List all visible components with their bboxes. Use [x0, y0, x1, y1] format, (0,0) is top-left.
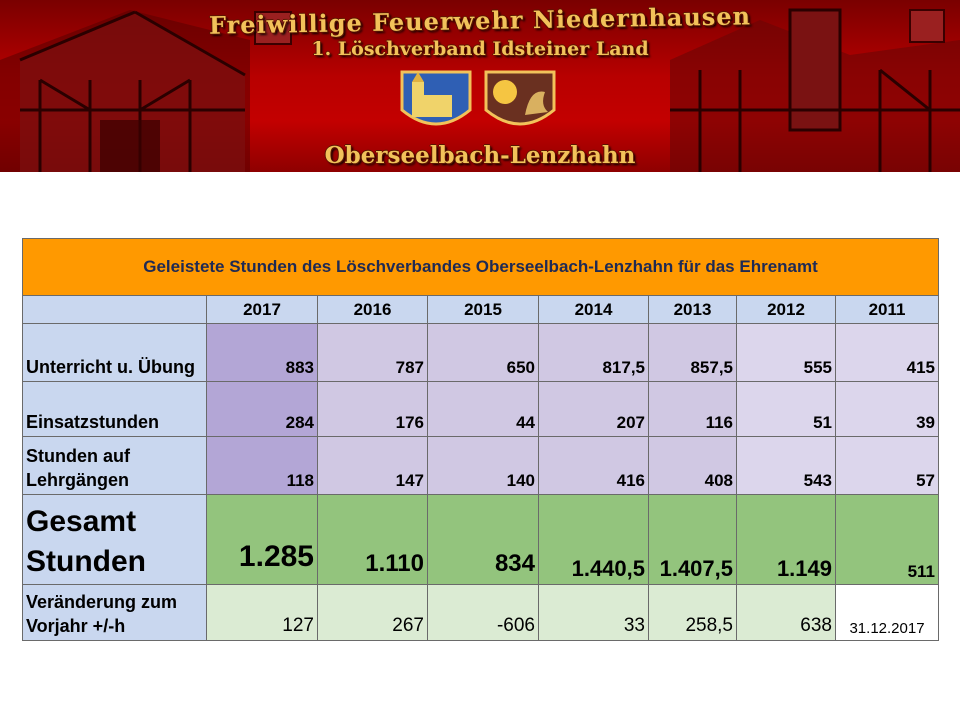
value-cell: 857,5: [648, 323, 737, 382]
row-label: Unterricht u. Übung: [22, 323, 207, 382]
value-cell: 284: [206, 381, 318, 437]
year-header: 2017: [206, 295, 318, 324]
value-cell: 140: [427, 436, 539, 495]
row-label: Stunden auf Lehrgängen: [22, 436, 207, 495]
total-cell: 511: [834, 494, 940, 585]
change-cell: 33: [538, 584, 649, 641]
change-row: Veränderung zum Vorjahr +/-h 127 267 -60…: [22, 584, 940, 641]
value-cell: 555: [736, 323, 836, 382]
banner-subtitle: 1. Löschverband Idsteiner Land: [311, 38, 649, 60]
title-row: Geleistete Stunden des Löschverbandes Ob…: [21, 238, 940, 296]
value-cell: 883: [206, 323, 318, 382]
banner-location: Oberseelbach-Lenzhahn: [324, 142, 636, 169]
total-cell: 1.285: [206, 494, 318, 585]
change-label: Veränderung zum Vorjahr +/-h: [22, 584, 207, 641]
change-cell: 258,5: [648, 584, 737, 641]
total-cell: 1.110: [317, 494, 428, 585]
date-stamp: 31.12.2017: [834, 584, 940, 641]
total-cell: 1.440,5: [538, 494, 649, 585]
table-row: Einsatzstunden 284 176 44 207 116 51 39: [22, 381, 940, 437]
value-cell: 415: [834, 323, 940, 382]
change-cell: 267: [317, 584, 428, 641]
hours-table: Geleistete Stunden des Löschverbandes Ob…: [21, 238, 940, 641]
church-crest-icon: [400, 70, 472, 126]
year-header: 2015: [427, 295, 539, 324]
table-title: Geleistete Stunden des Löschverbandes Ob…: [21, 238, 940, 296]
total-cell: 1.407,5: [648, 494, 737, 585]
value-cell: 116: [648, 381, 737, 437]
year-header: 2016: [317, 295, 428, 324]
value-cell: 817,5: [538, 323, 649, 382]
year-header: 2013: [648, 295, 737, 324]
value-cell: 408: [648, 436, 737, 495]
total-label: Gesamt Stunden: [22, 494, 207, 585]
header-empty-cell: [22, 295, 207, 324]
value-cell: 176: [317, 381, 428, 437]
small-crest-left: [254, 11, 292, 45]
year-header: 2012: [736, 295, 836, 324]
value-cell: 147: [317, 436, 428, 495]
table-row: Stunden auf Lehrgängen 118 147 140 416 4…: [22, 436, 940, 495]
value-cell: 416: [538, 436, 649, 495]
value-cell: 57: [834, 436, 940, 495]
right-house-image: [670, 8, 960, 172]
hours-table-container: Geleistete Stunden des Löschverbandes Ob…: [21, 238, 940, 641]
year-header: 2011: [834, 295, 940, 324]
change-cell: -606: [427, 584, 539, 641]
table-row: Unterricht u. Übung 883 787 650 817,5 85…: [22, 323, 940, 382]
value-cell: 207: [538, 381, 649, 437]
change-cell: 638: [736, 584, 836, 641]
value-cell: 650: [427, 323, 539, 382]
row-label: Einsatzstunden: [22, 381, 207, 437]
total-row: Gesamt Stunden 1.285 1.110 834 1.440,5 1…: [22, 494, 940, 585]
total-cell: 834: [427, 494, 539, 585]
rooster-crest-icon: [484, 70, 556, 126]
value-cell: 787: [317, 323, 428, 382]
small-crest-right: [909, 9, 945, 43]
value-cell: 44: [427, 381, 539, 437]
year-header-row: 2017 2016 2015 2014 2013 2012 2011: [22, 295, 940, 324]
total-cell: 1.149: [736, 494, 836, 585]
banner-illustration: [0, 8, 960, 172]
value-cell: 51: [736, 381, 836, 437]
header-banner: Freiwillige Feuerwehr Niedernhausen 1. L…: [0, 0, 960, 172]
value-cell: 543: [736, 436, 836, 495]
left-house-image: [0, 10, 292, 172]
change-cell: 127: [206, 584, 318, 641]
year-header: 2014: [538, 295, 649, 324]
value-cell: 118: [206, 436, 318, 495]
value-cell: 39: [834, 381, 940, 437]
